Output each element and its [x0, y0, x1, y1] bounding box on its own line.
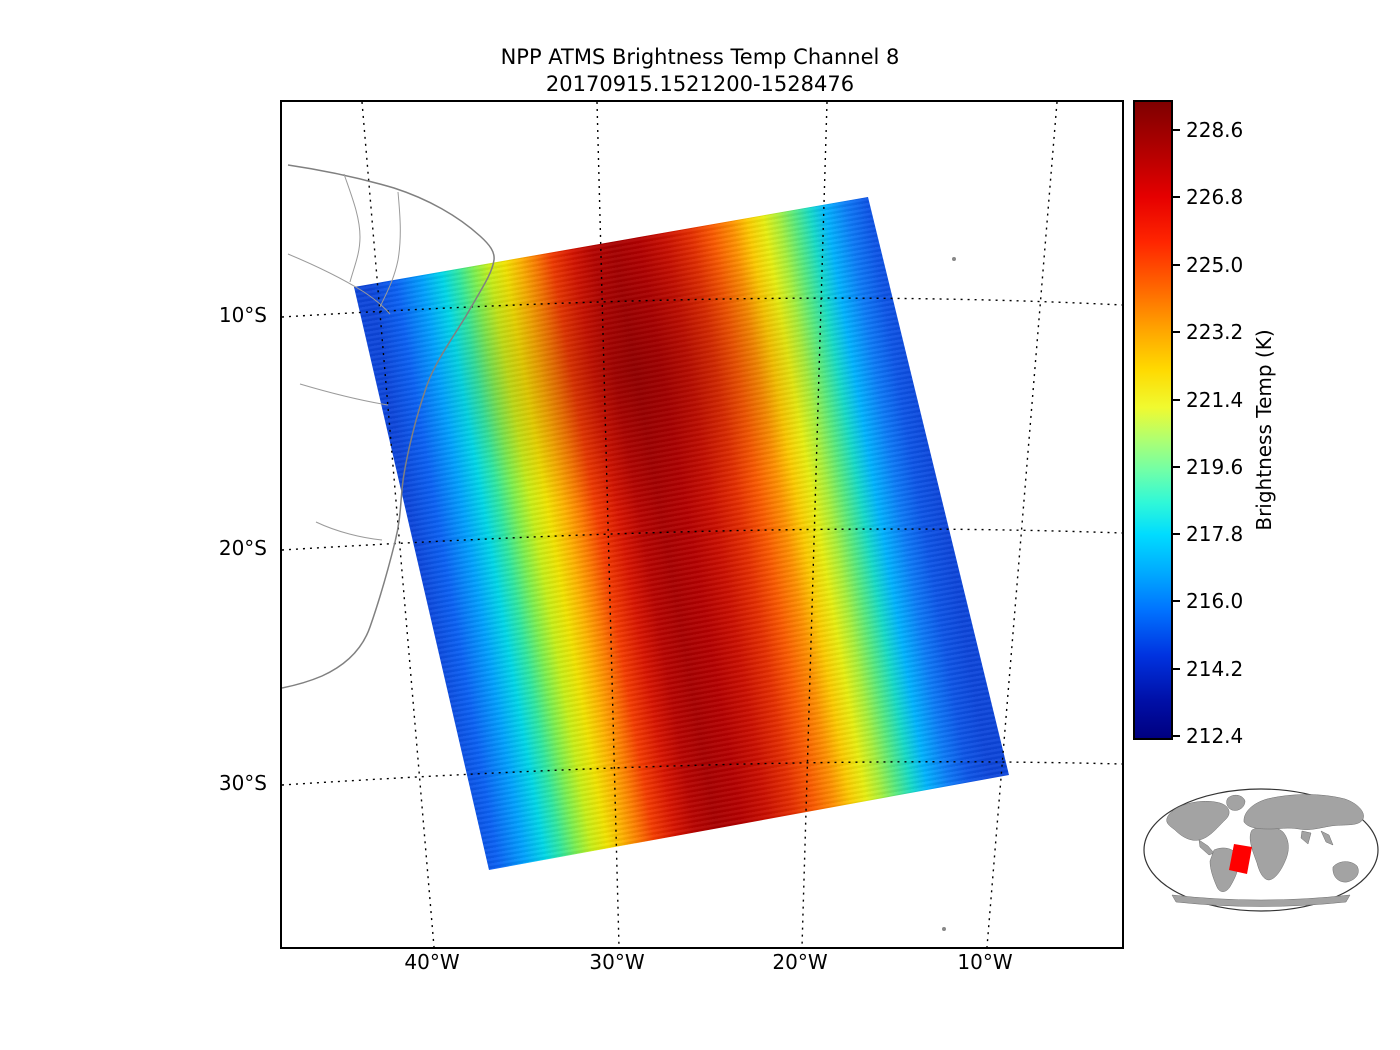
- colorbar-tick-label: 216.0: [1186, 589, 1244, 613]
- meridian-line-40w: [361, 102, 435, 947]
- state-border: [315, 521, 383, 541]
- colorbar-tick-label: 214.2: [1186, 657, 1244, 681]
- coastline-brazil: [282, 164, 495, 689]
- colorbar-tick: [1173, 668, 1180, 670]
- state-border: [287, 253, 391, 315]
- colorbar-axis-label: Brightness Temp (K): [1252, 329, 1276, 531]
- colorbar-tick-label: 225.0: [1186, 253, 1244, 277]
- inset-swath-marker: [1229, 844, 1252, 874]
- inset-north-america: [1166, 800, 1230, 841]
- lon-tick-label-10w: 10°W: [957, 950, 1013, 974]
- islands: [942, 257, 956, 931]
- colorbar-tick-label: 226.8: [1186, 185, 1244, 209]
- inset-antarctica: [1171, 894, 1351, 907]
- map-axes: [280, 100, 1124, 949]
- lon-tick-label-30w: 30°W: [589, 950, 645, 974]
- inset-greenland: [1226, 794, 1246, 811]
- inset-central-america: [1198, 839, 1215, 856]
- lat-tick-label-20s: 20°S: [218, 536, 267, 560]
- state-border: [379, 191, 401, 308]
- colorbar-tick: [1173, 600, 1180, 602]
- inset-india: [1300, 830, 1312, 845]
- colorbar-tick-label: 223.2: [1186, 320, 1244, 344]
- colorbar-tick-label: 212.4: [1186, 724, 1244, 748]
- state-border: [343, 173, 361, 283]
- plot-title-block: NPP ATMS Brightness Temp Channel 8 20170…: [280, 44, 1120, 99]
- plot-subtitle: 20170915.1521200-1528476: [545, 72, 855, 97]
- inset-continents: [1166, 794, 1364, 907]
- latitude-line-10s: [282, 297, 1122, 318]
- colorbar-gradient: [1133, 100, 1173, 740]
- graticule: [282, 102, 1122, 947]
- colorbar-tick: [1173, 399, 1180, 401]
- colorbar-tick-label: 219.6: [1186, 455, 1244, 479]
- state-border: [299, 383, 389, 406]
- lat-tick-label-10s: 10°S: [218, 303, 267, 327]
- colorbar-tick: [1173, 533, 1180, 535]
- colorbar-tick: [1173, 331, 1180, 333]
- map-overlay: [282, 102, 1122, 947]
- plot-title: NPP ATMS Brightness Temp Channel 8: [500, 45, 900, 69]
- colorbar-tick-label: 228.6: [1186, 118, 1244, 142]
- latitude-line-20s: [282, 528, 1122, 551]
- inset-se-asia: [1320, 830, 1334, 846]
- inset-eurasia: [1243, 794, 1364, 830]
- island-dot: [952, 257, 956, 261]
- lat-tick-label-30s: 30°S: [218, 771, 267, 795]
- inset-africa: [1249, 826, 1289, 881]
- colorbar-tick-label: 221.4: [1186, 388, 1244, 412]
- colorbar-tick: [1173, 735, 1180, 737]
- coastline: [282, 164, 495, 689]
- latitude-line-30s: [282, 761, 1122, 786]
- state-borders: [287, 173, 401, 541]
- colorbar-tick: [1173, 264, 1180, 266]
- colorbar-tick: [1173, 196, 1180, 198]
- colorbar-tick: [1173, 466, 1180, 468]
- colorbar-tick: [1173, 129, 1180, 131]
- lon-tick-label-20w: 20°W: [772, 950, 828, 974]
- meridian-line-30w: [596, 102, 620, 947]
- meridian-line-20w: [801, 102, 828, 947]
- island-dot: [942, 927, 946, 931]
- colorbar-tick-label: 217.8: [1186, 522, 1244, 546]
- lon-tick-label-40w: 40°W: [404, 950, 460, 974]
- meridian-line-10w: [986, 102, 1058, 947]
- inset-world-map: [1143, 788, 1379, 912]
- inset-australia: [1332, 861, 1359, 883]
